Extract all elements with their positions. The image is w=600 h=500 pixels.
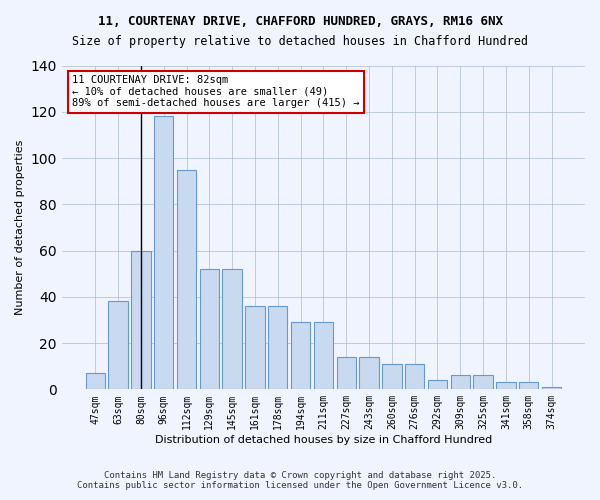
Bar [131, 250, 151, 390]
Bar [405, 364, 424, 390]
Bar [268, 306, 287, 390]
Bar [496, 382, 515, 390]
Text: Size of property relative to detached houses in Chafford Hundred: Size of property relative to detached ho… [72, 35, 528, 48]
Bar [519, 382, 538, 390]
Bar [337, 357, 356, 390]
Bar [451, 376, 470, 390]
Text: 11, COURTENAY DRIVE, CHAFFORD HUNDRED, GRAYS, RM16 6NX: 11, COURTENAY DRIVE, CHAFFORD HUNDRED, G… [97, 15, 503, 28]
Bar [314, 322, 333, 390]
Bar [177, 170, 196, 390]
Bar [245, 306, 265, 390]
Y-axis label: Number of detached properties: Number of detached properties [15, 140, 25, 315]
Text: Contains HM Land Registry data © Crown copyright and database right 2025.
Contai: Contains HM Land Registry data © Crown c… [77, 470, 523, 490]
Bar [200, 269, 219, 390]
Text: 11 COURTENAY DRIVE: 82sqm
← 10% of detached houses are smaller (49)
89% of semi-: 11 COURTENAY DRIVE: 82sqm ← 10% of detac… [72, 75, 360, 108]
Bar [382, 364, 401, 390]
Bar [86, 373, 105, 390]
Bar [109, 302, 128, 390]
Bar [223, 269, 242, 390]
Bar [154, 116, 173, 390]
Bar [291, 322, 310, 390]
Bar [428, 380, 447, 390]
Bar [359, 357, 379, 390]
Bar [473, 376, 493, 390]
Bar [542, 387, 561, 390]
X-axis label: Distribution of detached houses by size in Chafford Hundred: Distribution of detached houses by size … [155, 435, 492, 445]
